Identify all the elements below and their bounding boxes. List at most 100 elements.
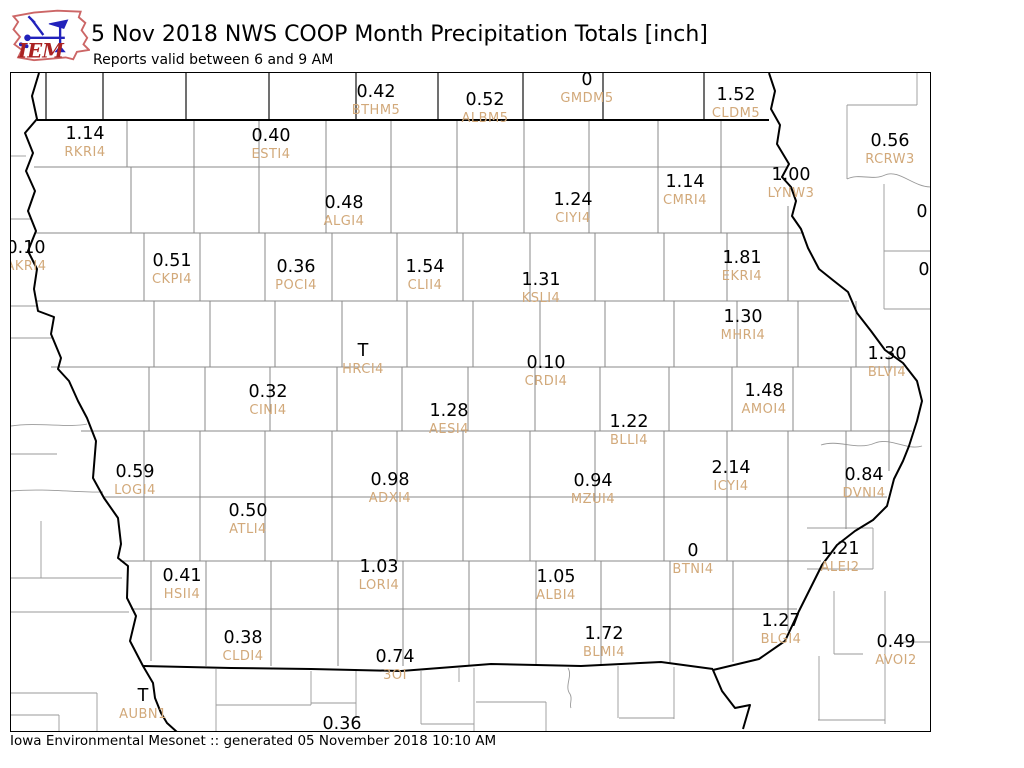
station-id: RCRW3 — [865, 151, 915, 167]
station-value: T — [357, 341, 369, 361]
station-id: BTHM5 — [351, 102, 401, 118]
station-label: 1.21 ALEI2 — [820, 539, 860, 575]
state-border-south — [142, 661, 714, 672]
station-label: 0.36 POCI4 — [275, 257, 317, 293]
state-border-west — [24, 73, 178, 731]
station-label: 1.81 EKRI4 — [722, 248, 762, 282]
station-id: ALGI4 — [323, 213, 365, 229]
station-label: 0 — [916, 202, 928, 222]
station-label: 0.50 ATLI4 — [229, 502, 268, 535]
station-value: 1.31 — [521, 270, 561, 290]
station-label: T AUBN1 — [119, 686, 167, 720]
station-label: 0.10AKRI4 — [10, 238, 47, 272]
station-id: CIYI4 — [555, 210, 591, 226]
station-id: AMOI4 — [741, 401, 787, 417]
iowa-county-grid — [34, 120, 912, 666]
station-label: T HRCI4 — [342, 341, 384, 377]
station-value: 0.59 — [115, 462, 155, 482]
station-id: BLGI4 — [760, 631, 802, 647]
station-value: 1.52 — [716, 85, 756, 105]
station-id: GMDM5 — [560, 90, 614, 106]
outside-state-lines — [11, 73, 930, 731]
station-value: 0.40 — [251, 126, 291, 146]
station-label: 1.48 AMOI4 — [741, 382, 787, 417]
station-label: 0.42 BTHM5 — [351, 82, 401, 118]
county-map — [11, 73, 930, 731]
station-id: AVOI2 — [875, 652, 917, 668]
station-id: KSLI4 — [521, 290, 561, 306]
station-label: 1.54 CLII4 — [405, 257, 445, 293]
station-id: BTNI4 — [672, 561, 714, 577]
station-id: CLII4 — [407, 277, 443, 293]
station-label: 0.38 CLDI4 — [223, 629, 264, 662]
station-value: 1.05 — [536, 567, 576, 587]
station-value: 1.27 — [761, 611, 801, 631]
station-value: 1.30 — [723, 307, 763, 327]
station-id: BLVI4 — [867, 364, 907, 380]
station-id: ESTI4 — [251, 146, 291, 162]
station-value: 1.03 — [359, 557, 399, 577]
station-label: 0.32 CINI4 — [248, 382, 288, 416]
station-id: POCI4 — [275, 277, 317, 293]
station-label: 1.22 BLLI4 — [609, 413, 649, 448]
station-label: 0.40 ESTI4 — [251, 126, 291, 162]
station-value: 0 — [687, 541, 699, 561]
station-label: 0.49 AVOI2 — [875, 632, 917, 668]
station-value: 0 — [581, 72, 593, 90]
station-label: 0.36 — [323, 715, 362, 731]
station-value: 0.32 — [248, 382, 288, 402]
station-id: RKRI4 — [64, 144, 106, 160]
station-label: 0.98 ADXI4 — [368, 471, 412, 506]
precipitation-map: 0.42 BTHM5 0.52 ALBM5 0 GMDM5 1.52 CLDM5 1.14 RKR… — [10, 72, 931, 732]
station-value: 1.21 — [820, 539, 860, 559]
station-value: T — [137, 686, 149, 706]
station-id: BLLI4 — [609, 432, 648, 448]
station-id: BLMI4 — [583, 644, 625, 660]
station-label: 0.52 ALBM5 — [461, 91, 509, 126]
station-label: 0.41 HSII4 — [163, 567, 202, 600]
station-value: 1.54 — [405, 257, 445, 277]
station-id: LORI4 — [358, 577, 400, 593]
station-value: 1.24 — [553, 190, 593, 210]
station-id: 3OI — [383, 667, 407, 683]
station-value: 0 — [916, 202, 928, 222]
station-label: 0.56 RCRW3 — [865, 132, 915, 167]
station-id: AESI4 — [429, 421, 469, 437]
station-label: 0.51 CKPI4 — [151, 252, 193, 287]
station-value: 1.14 — [65, 124, 105, 144]
station-label: 1.28 AESI4 — [429, 402, 469, 437]
station-id: ALEI2 — [820, 559, 860, 575]
station-label: 0 BTNI4 — [672, 541, 714, 577]
footer-credit: Iowa Environmental Mesonet :: generated … — [10, 733, 497, 749]
station-id: ADXI4 — [368, 490, 412, 506]
station-label: 0.94 MZUI4 — [571, 472, 615, 505]
station-id: DVNI4 — [842, 485, 886, 501]
station-id: MHRI4 — [720, 327, 766, 343]
station-label: 1.00 LYNW3 — [767, 166, 815, 201]
station-label: 1.14 CMRI4 — [663, 173, 707, 208]
station-label: 1.05 ALBI4 — [536, 567, 576, 601]
station-value: 1.30 — [867, 344, 907, 364]
station-label: 1.24 CIYI4 — [553, 190, 593, 226]
station-value: 1.72 — [584, 624, 624, 644]
station-value: 0.48 — [324, 193, 364, 213]
station-id: CMRI4 — [663, 192, 707, 208]
station-value: 0.84 — [844, 465, 884, 485]
station-id: CLDM5 — [711, 105, 761, 121]
station-layer: 0.42 BTHM5 0.52 ALBM5 0 GMDM5 1.52 CLDM5 1.14 RKR… — [11, 73, 930, 731]
station-label: 1.52 CLDM5 — [711, 85, 761, 121]
station-value: 0.49 — [876, 632, 916, 652]
station-label: 2.14 ICYI4 — [712, 459, 751, 492]
station-label: 0.48 ALGI4 — [323, 193, 365, 229]
page-title: 5 Nov 2018 NWS COOP Month Precipitation … — [91, 22, 708, 47]
station-id: ALBM5 — [461, 110, 509, 126]
station-label: 0 — [918, 261, 929, 280]
station-id: CKPI4 — [151, 271, 193, 287]
station-id: HRCI4 — [342, 361, 384, 377]
station-value: 0.36 — [276, 257, 316, 277]
station-value: 0.10 — [10, 238, 46, 258]
station-id: LYNW3 — [767, 185, 815, 201]
station-value: 0.42 — [356, 82, 396, 102]
station-value: 1.81 — [722, 248, 762, 268]
